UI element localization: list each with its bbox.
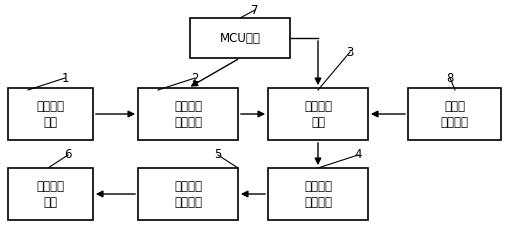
Text: 时钟信号: 时钟信号 [440,115,468,128]
Text: 带通滤波: 带通滤波 [304,100,332,113]
Text: MCU接口: MCU接口 [219,31,261,44]
Bar [190,18,290,58]
Text: 2: 2 [191,72,199,84]
Text: 6: 6 [64,149,72,162]
Text: 电路: 电路 [43,196,58,209]
Bar [268,168,368,220]
Text: 4: 4 [354,149,362,162]
Text: 自适应: 自适应 [444,100,465,113]
Text: 放大电路: 放大电路 [174,115,202,128]
Text: 7: 7 [251,4,259,17]
Text: 5: 5 [214,149,222,162]
Bar [138,88,238,140]
Text: 信号输出: 信号输出 [37,180,65,192]
Bar [138,168,238,220]
Text: 放大电路: 放大电路 [304,196,332,209]
Text: 信号输入: 信号输入 [37,100,65,113]
Bar [8,168,93,220]
Text: 转换电路: 转换电路 [174,196,202,209]
Text: 电路: 电路 [311,115,325,128]
Bar [8,88,93,140]
Text: 3: 3 [346,46,354,59]
Text: 8: 8 [446,72,454,84]
Text: 1: 1 [61,72,69,84]
Text: 电路: 电路 [43,115,58,128]
Bar [268,88,368,140]
Text: 增益可调: 增益可调 [304,180,332,192]
Text: 真有效值: 真有效值 [174,180,202,192]
Text: 程控增益: 程控增益 [174,100,202,113]
Bar [408,88,501,140]
